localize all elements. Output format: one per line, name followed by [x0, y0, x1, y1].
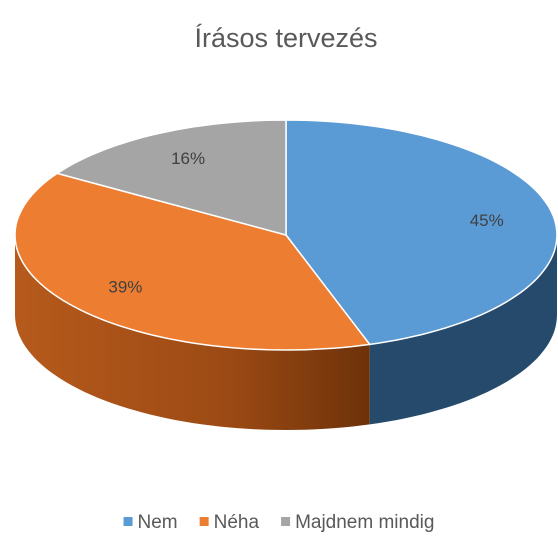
pie-slice — [14, 172, 372, 351]
legend-swatch — [123, 517, 133, 526]
pie-side — [15, 235, 370, 430]
pie-slice — [55, 119, 287, 236]
legend-swatch — [281, 517, 291, 526]
pie-side — [369, 235, 557, 425]
data-label: 16% — [171, 149, 205, 168]
data-label: 45% — [470, 211, 504, 230]
legend-label: Majdnem mindig — [295, 512, 434, 533]
pie-slice — [285, 119, 558, 346]
legend-label: Néha — [214, 512, 260, 533]
legend-swatch — [199, 517, 209, 526]
legend-label: Nem — [138, 512, 178, 533]
chart-title: Írásos tervezés — [194, 23, 377, 53]
data-label: 39% — [108, 277, 142, 296]
